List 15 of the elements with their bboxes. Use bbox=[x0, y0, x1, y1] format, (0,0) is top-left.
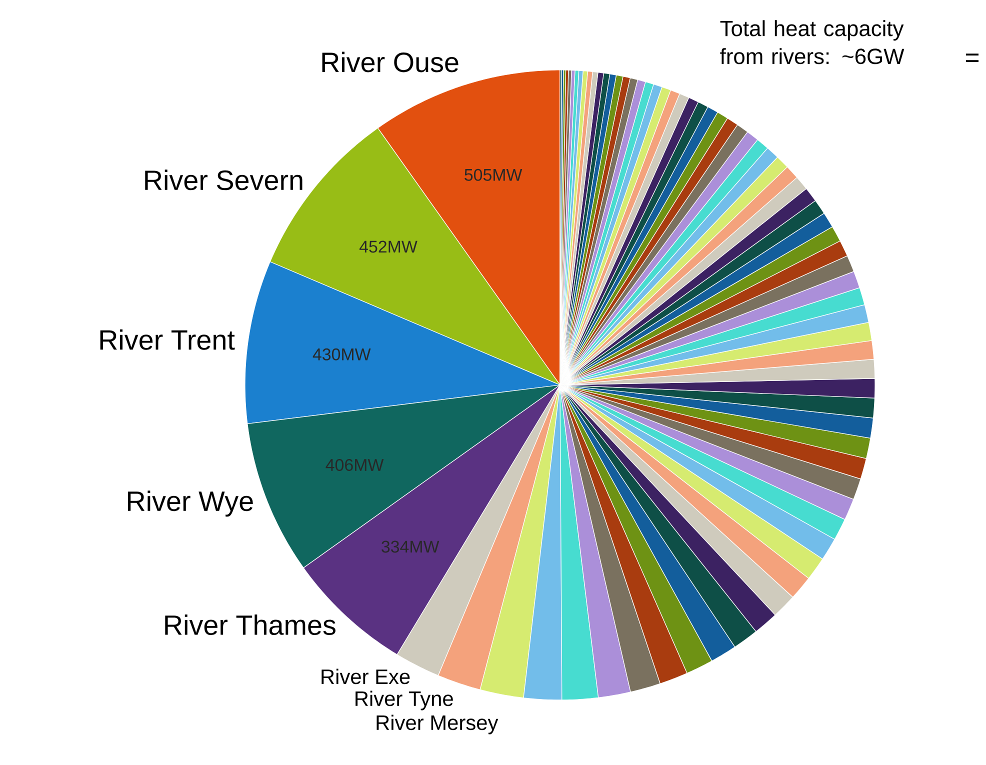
data-label: 505MW bbox=[464, 168, 522, 181]
slice-label: River Ouse bbox=[322, 52, 458, 72]
data-label: 452MW bbox=[359, 240, 418, 253]
data-label: 406MW bbox=[326, 459, 384, 471]
slice-label: River Mersey bbox=[376, 714, 498, 734]
slice-label: River Tyne bbox=[356, 690, 453, 710]
text: Total heat capacity from rivers: ~6GW bbox=[720, 20, 904, 64]
slice-label: River Thames bbox=[165, 614, 336, 636]
slice-label: River Severn bbox=[145, 170, 302, 190]
data-label: 430MW bbox=[312, 348, 371, 360]
slice-label: River Exe bbox=[322, 668, 410, 684]
text: = bbox=[966, 54, 979, 62]
data-label: 334MW bbox=[382, 540, 440, 553]
slice-label: River Wye bbox=[128, 490, 253, 517]
slice-label: River Trent bbox=[100, 329, 235, 350]
